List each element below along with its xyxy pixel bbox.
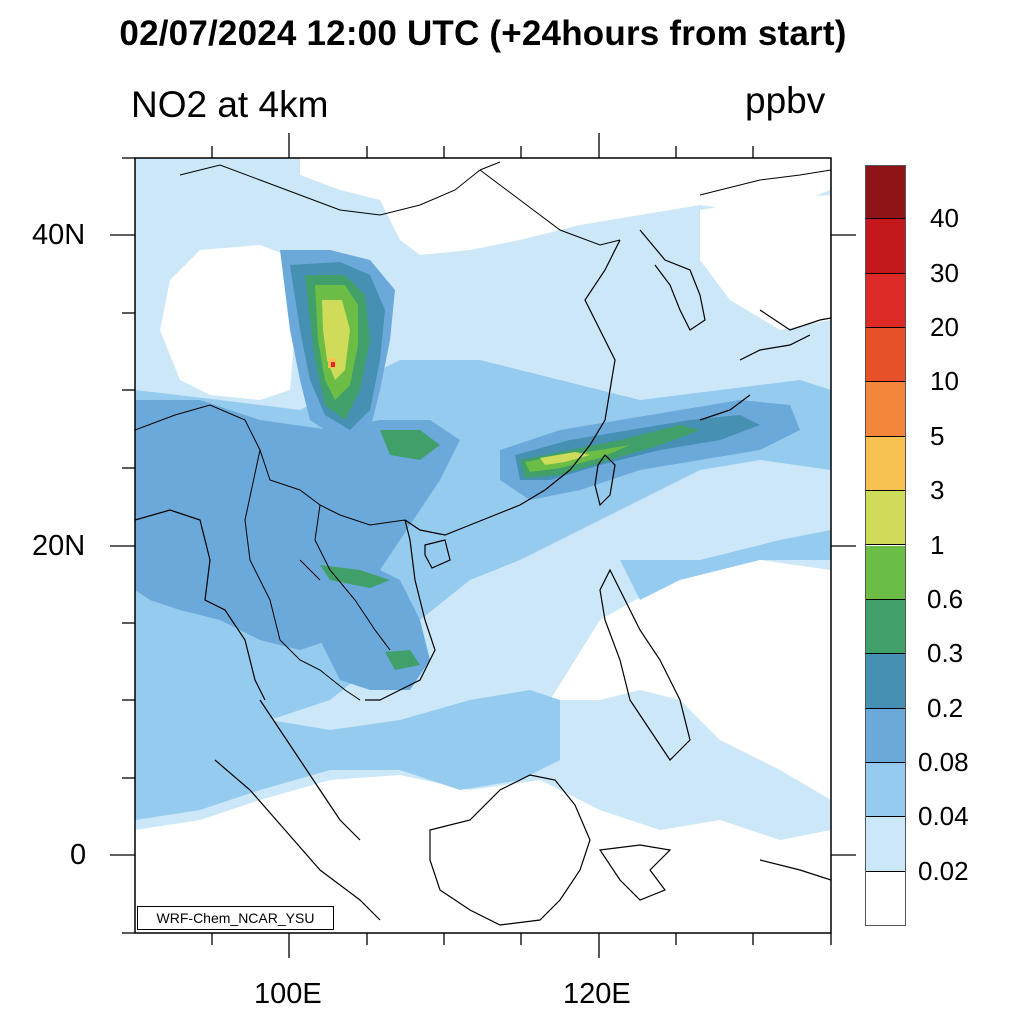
legend-level-label: 0.08 (918, 746, 969, 777)
coast-borneo (429, 774, 591, 926)
field-medium-main (135, 400, 460, 650)
coast-japan (699, 309, 831, 421)
border-indochina (244, 449, 391, 701)
coast-philippines (599, 568, 691, 761)
color-legend (865, 165, 906, 926)
field-white-north (300, 158, 830, 255)
legend-swatch (865, 654, 906, 709)
legend-level-label: 3 (930, 475, 945, 506)
coast-korea (639, 229, 706, 331)
concentration-field (135, 158, 831, 933)
border-china-west (135, 404, 406, 526)
legend-swatch (865, 328, 906, 383)
color-legend-frame (865, 165, 906, 926)
y-tick-label-40n: 40N (32, 219, 86, 251)
legend-level-label: 0.02 (918, 855, 969, 886)
field-green-hubei (380, 430, 440, 460)
units-label: ppbv (745, 80, 826, 121)
field-white-ne (700, 195, 830, 330)
legend-level-label: 0.6 (927, 583, 964, 614)
coastlines (135, 229, 831, 926)
field-green-laos (320, 565, 390, 588)
coast-vietnam (365, 519, 436, 701)
field-hotspot-red (331, 362, 335, 367)
legend-swatch (865, 219, 906, 274)
field-light-lower (135, 690, 560, 820)
coast-sumatra (214, 759, 381, 921)
legend-swatch (865, 871, 906, 926)
field-light-pacific (620, 530, 831, 600)
coast-burma (135, 509, 266, 701)
legend-swatch (865, 708, 906, 763)
legend-level-label: 0.2 (927, 692, 964, 723)
legend-level-label: 10 (930, 366, 959, 397)
legend-level-label: 0.3 (927, 638, 964, 669)
legend-level-label: 0.04 (918, 801, 969, 832)
legend-swatch (865, 273, 906, 329)
axis-ticks (110, 133, 856, 958)
y-tick-label-20n: 20N (32, 530, 86, 562)
coast-new-guinea (759, 859, 831, 881)
coast-sulawesi (598, 844, 672, 901)
legend-level-label: 1 (930, 529, 945, 560)
coast-malay (259, 699, 361, 841)
legend-level-label: 40 (930, 203, 959, 234)
legend-swatch (865, 491, 906, 546)
legend-level-label: 20 (930, 312, 959, 343)
variable-label: NO2 at 4km (131, 84, 329, 125)
coast-china-east (404, 239, 621, 536)
field-green-cambodia (385, 650, 420, 670)
border-ne (479, 169, 831, 246)
legend-swatch (865, 436, 906, 492)
y-tick-label-0: 0 (70, 839, 87, 871)
legend-swatch (865, 599, 906, 655)
x-tick-label-100e: 100E (254, 978, 322, 1010)
field-yellowgreen-ecs (540, 452, 590, 465)
field-white-tibet (160, 245, 300, 400)
legend-level-label: 5 (930, 420, 945, 451)
border-mongolia (179, 161, 501, 216)
plot-title: 02/07/2024 12:00 UTC (+24hours from star… (119, 14, 847, 53)
legend-swatch (865, 382, 906, 437)
borders (135, 161, 831, 701)
legend-level-label: 30 (930, 257, 959, 288)
model-credit: WRF-Chem_NCAR_YSU (137, 906, 334, 930)
x-tick-label-120e: 120E (563, 978, 631, 1010)
legend-swatch (865, 165, 906, 220)
field-white-southeast (550, 560, 831, 800)
legend-swatch (865, 545, 906, 600)
coast-hainan (424, 539, 451, 569)
legend-swatch (865, 762, 906, 818)
coast-taiwan (594, 454, 616, 507)
legend-swatch (865, 817, 906, 872)
